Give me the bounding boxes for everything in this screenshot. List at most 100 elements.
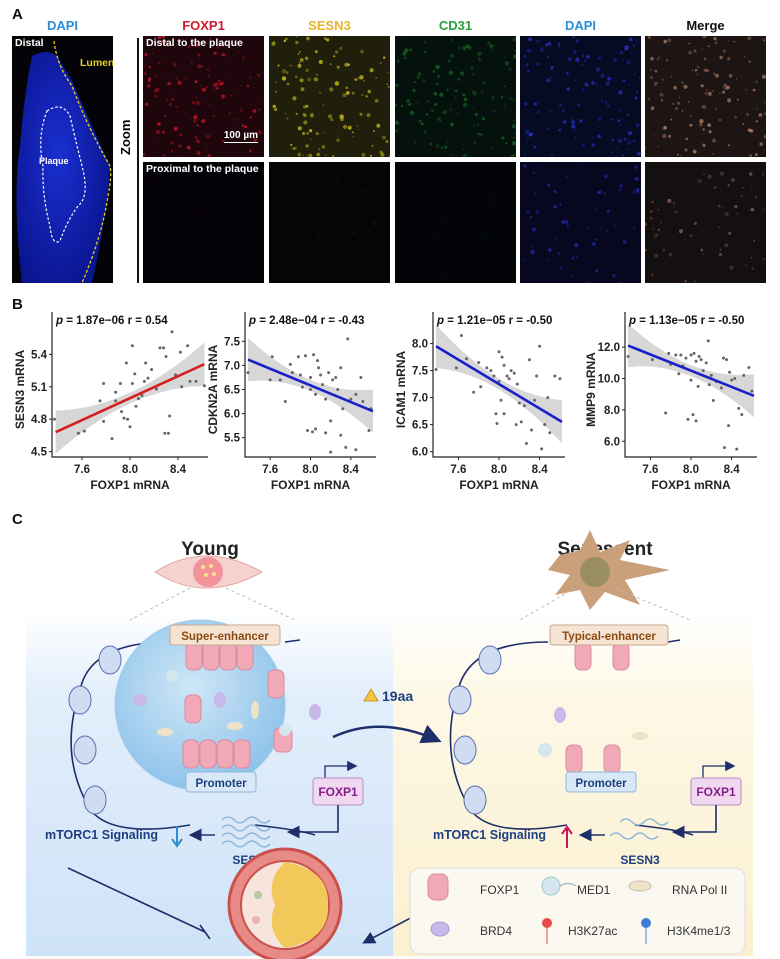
r-value: r = 0.54 (128, 315, 169, 327)
data-point (150, 368, 154, 372)
data-point (317, 366, 321, 370)
data-point (154, 387, 158, 391)
data-point (735, 447, 739, 451)
data-point (288, 362, 292, 366)
tissue-shape (16, 52, 111, 283)
data-point (312, 353, 316, 357)
data-point (515, 382, 519, 386)
data-point (730, 378, 734, 382)
data-point (434, 368, 438, 372)
senescent-transcription-arrow (702, 760, 736, 778)
data-point (538, 344, 542, 348)
y-tick-label: 7.0 (224, 360, 240, 372)
data-point (485, 366, 489, 370)
panel-c-label: C (12, 511, 23, 528)
data-point (309, 388, 312, 391)
x-tick-label: 8.0 (683, 464, 699, 476)
channel-label-dapi: DAPI (564, 18, 597, 33)
data-point (543, 423, 547, 427)
data-point (548, 431, 552, 435)
data-point (314, 427, 318, 431)
data-point (499, 398, 503, 402)
data-point (194, 379, 198, 383)
data-point (701, 369, 705, 373)
data-point (336, 388, 340, 391)
data-point (346, 337, 350, 341)
data-point (533, 398, 537, 402)
data-point (725, 358, 729, 362)
distal-label: Distal (15, 37, 44, 49)
senescent-foxp1-to-sesn3-arrow (671, 805, 717, 839)
p-symbol: p (436, 315, 444, 327)
brd4-protein-icon (430, 921, 450, 937)
data-point (524, 442, 528, 445)
data-point (130, 382, 134, 386)
y-axis-label: SESN3 mRNA (13, 349, 27, 429)
data-point (699, 358, 703, 362)
y-tick-label: 7.5 (412, 366, 429, 378)
axes (51, 312, 208, 458)
senescent-sesn3-mrna-icon (609, 818, 669, 840)
data-point (694, 359, 698, 363)
data-point (354, 448, 358, 452)
senescent-promoter-box (565, 771, 637, 793)
data-point (114, 399, 118, 403)
x-tick-label: 8.0 (491, 464, 507, 476)
data-point (102, 419, 106, 423)
data-point (674, 353, 678, 357)
x-tick-label: 7.6 (450, 464, 466, 476)
y-tick-label: 6.5 (412, 420, 429, 432)
lumen-boundary (53, 40, 112, 283)
legend-label: RNA Pol II (672, 883, 727, 897)
data-point (727, 424, 731, 428)
young-title: Young (181, 539, 239, 560)
data-point (118, 382, 122, 386)
row-label: Proximal to the plaque (146, 163, 259, 175)
data-point (479, 385, 483, 389)
data-point (188, 379, 192, 383)
data-point (327, 371, 331, 375)
data-point (329, 450, 333, 454)
data-point (136, 397, 140, 401)
legend-label: BRD4 (480, 924, 512, 938)
data-point (667, 351, 671, 355)
signal-dots (520, 162, 641, 283)
signal-dots (269, 36, 390, 157)
typical-enhancer-box (549, 624, 669, 646)
stats-annotation: p = 1.21e−05 r = -0.50 (436, 315, 552, 327)
data-point (309, 375, 312, 379)
foxp1-protein-icon (427, 873, 449, 901)
young-cell-icon (129, 555, 296, 621)
data-point (168, 414, 172, 418)
data-point (686, 417, 690, 421)
data-point (128, 425, 132, 429)
data-point (331, 378, 335, 382)
regression-line (55, 362, 205, 434)
data-point (500, 355, 504, 359)
med1-tail (559, 883, 577, 887)
x-axis-label: FOXP1 mRNA (271, 478, 351, 492)
up-arrow-icon (561, 825, 573, 848)
senescent-promoter-label: Promoter (575, 778, 627, 790)
y-tick-label: 6.0 (224, 409, 240, 421)
data-point (494, 412, 498, 416)
data-point (505, 374, 509, 378)
down-arrow-icon (171, 826, 183, 848)
data-point (507, 377, 511, 381)
young-foxp1-to-sesn3-arrow (286, 805, 339, 839)
x-axis-label: FOXP1 mRNA (651, 478, 731, 492)
y-tick-label: 6.0 (412, 447, 428, 459)
micrograph-foxp1-row1: Distal to the plaque 100 µm (143, 36, 264, 157)
rna-pol-ii-icon (628, 880, 652, 892)
legend-label: H3K27ac (568, 924, 617, 938)
data-point (535, 374, 539, 378)
scatter-plot-2: 7.6 8.0 8.4 5.5 6.0 6.5 7.0 7.5 FOXP1 mRNA CDKN2A… (206, 312, 376, 492)
data-point (650, 358, 654, 362)
data-point (553, 374, 557, 378)
legend: FOXP1 MED1 RNA Pol II BRD4 H3K27ac H3K4m… (409, 867, 746, 955)
senescent-mtorc1-label: mTORC1 Signaling (433, 828, 546, 842)
young-sesn3-mrna-icon (221, 816, 271, 848)
senescent-foxp1-proteins (565, 641, 630, 774)
data-point (202, 384, 206, 388)
legend-item-rna-pol-ii: RNA Pol II (628, 880, 727, 897)
